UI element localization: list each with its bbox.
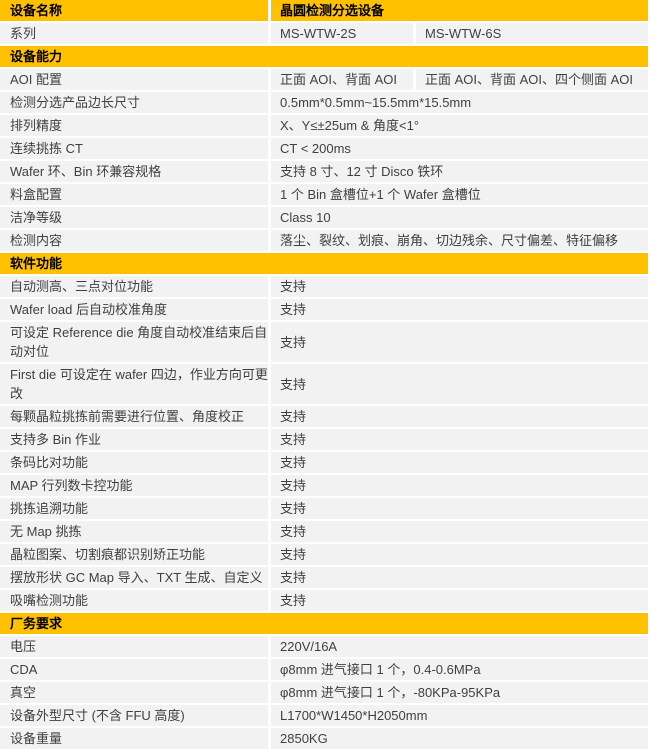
row-value: Class 10 — [271, 207, 648, 228]
table-row: 电压 220V/16A — [0, 636, 651, 657]
row-value: MS-WTW-6S — [416, 23, 648, 44]
table-row: 设备重量 2850KG — [0, 728, 651, 749]
section-title: 设备能力 — [0, 46, 648, 67]
row-value: 落尘、裂纹、划痕、崩角、切边残余、尺寸偏差、特征偏移 — [271, 230, 648, 251]
table-row: 摆放形状 GC Map 导入、TXT 生成、自定义 支持 — [0, 567, 651, 588]
table-row: 自动测高、三点对位功能 支持 — [0, 276, 651, 297]
table-row: 检测分选产品边长尺寸 0.5mm*0.5mm~15.5mm*15.5mm — [0, 92, 651, 113]
row-label: 排列精度 — [0, 115, 268, 136]
row-label: 设备重量 — [0, 728, 268, 749]
row-label: 系列 — [0, 23, 268, 44]
row-value: L1700*W1450*H2050mm — [271, 705, 648, 726]
table-row: 真空 φ8mm 进气接口 1 个，-80KPa-95KPa — [0, 682, 651, 703]
section-row: 设备能力 — [0, 46, 651, 67]
section-row: 厂务要求 — [0, 613, 651, 634]
table-row: 条码比对功能 支持 — [0, 452, 651, 473]
section-row: 软件功能 — [0, 253, 651, 274]
row-label: 检测内容 — [0, 230, 268, 251]
row-value: 支持 — [271, 452, 648, 473]
row-label: 挑拣追溯功能 — [0, 498, 268, 519]
table-row: 设备名称 晶圆检测分选设备 — [0, 0, 651, 21]
row-label: 自动测高、三点对位功能 — [0, 276, 268, 297]
row-label: 每颗晶粒挑拣前需要进行位置、角度校正 — [0, 406, 268, 427]
table-row: Wafer load 后自动校准角度 支持 — [0, 299, 651, 320]
row-value: 支持 — [271, 521, 648, 542]
table-row: 料盒配置 1 个 Bin 盒槽位+1 个 Wafer 盒槽位 — [0, 184, 651, 205]
row-value: 0.5mm*0.5mm~15.5mm*15.5mm — [271, 92, 648, 113]
section-title: 软件功能 — [0, 253, 648, 274]
row-value: φ8mm 进气接口 1 个，-80KPa-95KPa — [271, 682, 648, 703]
row-label: 可设定 Reference die 角度自动校准结束后自动对位 — [0, 322, 268, 362]
row-label: 设备外型尺寸 (不含 FFU 高度) — [0, 705, 268, 726]
table-row: 排列精度 X、Y≤±25um & 角度<1° — [0, 115, 651, 136]
row-value: 2850KG — [271, 728, 648, 749]
row-value: 1 个 Bin 盒槽位+1 个 Wafer 盒槽位 — [271, 184, 648, 205]
table-row: Wafer 环、Bin 环兼容规格 支持 8 寸、12 寸 Disco 铁环 — [0, 161, 651, 182]
row-value: 支持 — [271, 429, 648, 450]
row-label: AOI 配置 — [0, 69, 268, 90]
table-row: CDA φ8mm 进气接口 1 个，0.4-0.6MPa — [0, 659, 651, 680]
row-value: 正面 AOI、背面 AOI、四个侧面 AOI — [416, 69, 648, 90]
table-row: 无 Map 挑拣 支持 — [0, 521, 651, 542]
row-value: 支持 — [271, 567, 648, 588]
table-row: 每颗晶粒挑拣前需要进行位置、角度校正 支持 — [0, 406, 651, 427]
table-row: 支持多 Bin 作业 支持 — [0, 429, 651, 450]
row-label: 条码比对功能 — [0, 452, 268, 473]
row-value: 支持 — [271, 276, 648, 297]
row-value: X、Y≤±25um & 角度<1° — [271, 115, 648, 136]
row-value: 支持 — [271, 590, 648, 611]
row-label: 真空 — [0, 682, 268, 703]
row-label: Wafer load 后自动校准角度 — [0, 299, 268, 320]
row-value: 支持 — [271, 299, 648, 320]
row-label: 支持多 Bin 作业 — [0, 429, 268, 450]
row-value: 支持 — [271, 544, 648, 565]
table-row: 挑拣追溯功能 支持 — [0, 498, 651, 519]
table-row: 吸嘴检测功能 支持 — [0, 590, 651, 611]
row-value: 正面 AOI、背面 AOI — [271, 69, 413, 90]
row-value: 支持 — [271, 322, 648, 362]
row-value: 支持 — [271, 406, 648, 427]
row-label: 连续挑拣 CT — [0, 138, 268, 159]
table-row: AOI 配置 正面 AOI、背面 AOI 正面 AOI、背面 AOI、四个侧面 AO… — [0, 69, 651, 90]
table-row: 洁净等级 Class 10 — [0, 207, 651, 228]
row-value: 220V/16A — [271, 636, 648, 657]
row-label: Wafer 环、Bin 环兼容规格 — [0, 161, 268, 182]
row-value: φ8mm 进气接口 1 个，0.4-0.6MPa — [271, 659, 648, 680]
row-value: 支持 — [271, 498, 648, 519]
row-value: 支持 8 寸、12 寸 Disco 铁环 — [271, 161, 648, 182]
row-label: CDA — [0, 659, 268, 680]
table-row: 连续挑拣 CT CT < 200ms — [0, 138, 651, 159]
table-row: 设备外型尺寸 (不含 FFU 高度) L1700*W1450*H2050mm — [0, 705, 651, 726]
row-label: MAP 行列数卡控功能 — [0, 475, 268, 496]
header-label: 设备名称 — [0, 0, 268, 21]
row-value: CT < 200ms — [271, 138, 648, 159]
row-value: 支持 — [271, 475, 648, 496]
header-value: 晶圆检测分选设备 — [271, 0, 648, 21]
row-label: 无 Map 挑拣 — [0, 521, 268, 542]
row-value: MS-WTW-2S — [271, 23, 413, 44]
table-row: MAP 行列数卡控功能 支持 — [0, 475, 651, 496]
row-label: 吸嘴检测功能 — [0, 590, 268, 611]
section-title: 厂务要求 — [0, 613, 648, 634]
row-value: 支持 — [271, 364, 648, 404]
table-row: 可设定 Reference die 角度自动校准结束后自动对位 支持 — [0, 322, 651, 362]
table-row: 检测内容 落尘、裂纹、划痕、崩角、切边残余、尺寸偏差、特征偏移 — [0, 230, 651, 251]
row-label: 摆放形状 GC Map 导入、TXT 生成、自定义 — [0, 567, 268, 588]
table-row: 晶粒图案、切割痕都识别矫正功能 支持 — [0, 544, 651, 565]
row-label: 晶粒图案、切割痕都识别矫正功能 — [0, 544, 268, 565]
table-row: First die 可设定在 wafer 四边，作业方向可更改 支持 — [0, 364, 651, 404]
row-label: 料盒配置 — [0, 184, 268, 205]
row-label: 洁净等级 — [0, 207, 268, 228]
table-row: 系列 MS-WTW-2S MS-WTW-6S — [0, 23, 651, 44]
row-label: 检测分选产品边长尺寸 — [0, 92, 268, 113]
row-label: First die 可设定在 wafer 四边，作业方向可更改 — [0, 364, 268, 404]
row-label: 电压 — [0, 636, 268, 657]
